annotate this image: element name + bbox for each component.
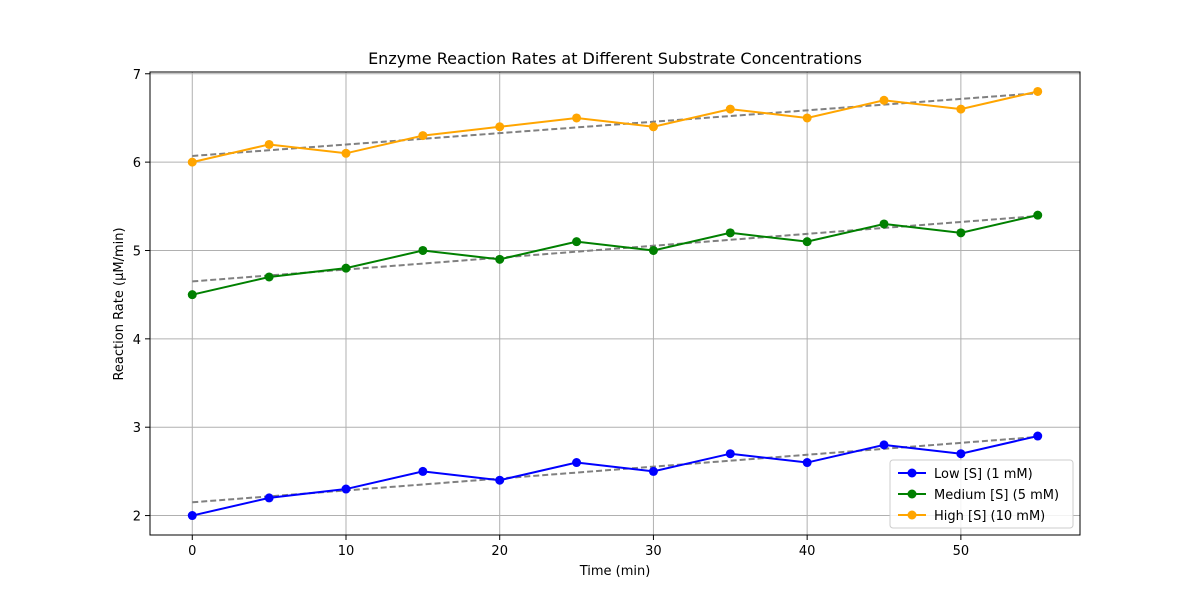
- plot-frame: [149, 71, 1081, 536]
- y-axis-ticks: 2 3 4 5 6 7: [133, 68, 150, 525]
- data-point: [648, 122, 658, 132]
- legend-item-1: Medium [S] (5 mM): [898, 488, 1059, 503]
- series-lines: [187, 86, 1043, 521]
- data-point: [187, 290, 197, 300]
- y-tick-label: 2: [133, 510, 141, 525]
- y-tick-label: 7: [133, 68, 141, 83]
- data-point: [418, 131, 428, 141]
- data-point: [956, 449, 966, 459]
- x-tick-label: 30: [645, 544, 662, 559]
- legend-box: [889, 459, 1074, 529]
- data-point: [341, 484, 351, 494]
- legend-swatch-marker: [907, 489, 917, 499]
- data-point: [572, 458, 582, 468]
- data-point: [802, 113, 812, 123]
- data-point: [495, 122, 505, 132]
- data-point: [341, 148, 351, 158]
- legend-swatch-marker: [907, 510, 917, 520]
- data-point: [725, 228, 735, 238]
- data-point: [418, 245, 428, 255]
- series-0: [187, 431, 1043, 521]
- grid: [150, 72, 1080, 535]
- y-axis-label: Reaction Rate (µM/min): [112, 227, 127, 380]
- data-point: [341, 263, 351, 273]
- legend-swatch-marker: [907, 468, 917, 478]
- data-point: [264, 493, 274, 503]
- data-point: [264, 139, 274, 149]
- data-point: [572, 113, 582, 123]
- data-point: [264, 272, 274, 282]
- legend-item-2: High [S] (10 mM): [898, 509, 1045, 524]
- x-tick-label: 40: [799, 544, 816, 559]
- data-point: [648, 466, 658, 476]
- data-point: [187, 157, 197, 167]
- x-tick-label: 50: [953, 544, 970, 559]
- series-line-2: [192, 90, 1038, 164]
- data-point: [725, 104, 735, 114]
- data-point: [879, 219, 889, 229]
- trend-line-1: [192, 215, 1038, 283]
- data-point: [956, 104, 966, 114]
- data-point: [879, 95, 889, 105]
- data-point: [879, 440, 889, 450]
- y-tick-label: 6: [133, 156, 141, 171]
- legend: Low [S] (1 mM) Medium [S] (5 mM) High [S] …: [889, 459, 1074, 529]
- series-1: [187, 210, 1043, 300]
- data-point: [648, 245, 658, 255]
- trend-lines: [192, 92, 1038, 504]
- series-2: [187, 86, 1043, 167]
- x-axis-label: Time (min): [579, 564, 651, 579]
- legend-label: Low [S] (1 mM): [934, 467, 1033, 482]
- data-point: [187, 511, 197, 521]
- x-axis-ticks: 0 10 20 30 40 50: [188, 535, 969, 559]
- y-tick-label: 4: [133, 333, 141, 348]
- data-point: [956, 228, 966, 238]
- legend-label: High [S] (10 mM): [934, 509, 1045, 524]
- data-point: [1033, 210, 1043, 220]
- series-line-1: [192, 214, 1038, 296]
- chart-title: Enzyme Reaction Rates at Different Subst…: [368, 49, 862, 68]
- y-tick-label: 3: [133, 421, 141, 436]
- data-point: [418, 466, 428, 476]
- x-tick-label: 20: [491, 544, 508, 559]
- legend-item-0: Low [S] (1 mM): [898, 467, 1033, 482]
- data-point: [1033, 86, 1043, 96]
- y-tick-label: 5: [133, 244, 141, 259]
- data-point: [802, 458, 812, 468]
- series-line-0: [192, 435, 1038, 517]
- data-point: [495, 254, 505, 264]
- data-point: [725, 449, 735, 459]
- trend-line-0: [192, 435, 1038, 504]
- data-point: [1033, 431, 1043, 441]
- x-tick-label: 10: [338, 544, 355, 559]
- data-point: [802, 237, 812, 247]
- legend-label: Medium [S] (5 mM): [934, 488, 1059, 503]
- data-point: [572, 237, 582, 247]
- x-tick-label: 0: [188, 544, 196, 559]
- trend-line-2: [192, 92, 1038, 157]
- data-point: [495, 475, 505, 485]
